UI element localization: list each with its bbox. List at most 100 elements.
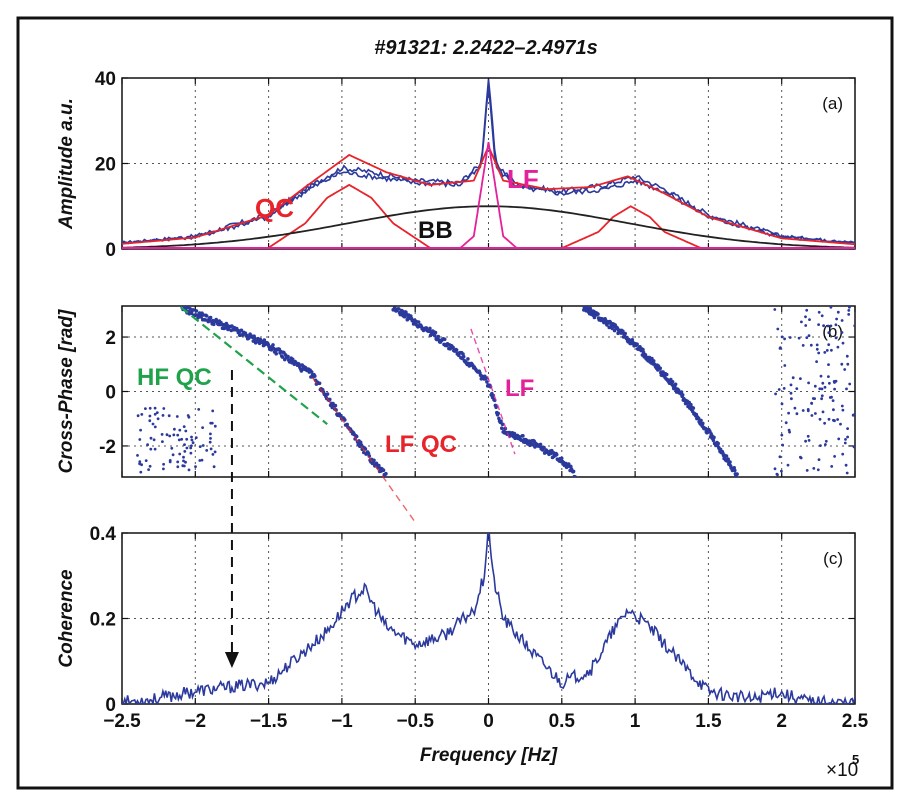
- phase-point: [148, 414, 152, 418]
- phase-point: [173, 427, 176, 431]
- x-tick-label: −1.5: [250, 711, 288, 732]
- phase-point: [799, 455, 802, 459]
- x-tick-label: 0: [483, 711, 494, 732]
- phase-point: [807, 381, 810, 385]
- annotation-arrow-head: [224, 652, 239, 668]
- phase-point: [178, 452, 182, 456]
- phase-point: [262, 338, 267, 342]
- phase-point: [149, 436, 153, 440]
- phase-point: [818, 387, 822, 391]
- phase-point: [813, 384, 817, 388]
- phase-point: [820, 387, 824, 391]
- phase-point: [833, 387, 836, 391]
- phase-point: [673, 382, 678, 387]
- phase-point: [152, 438, 156, 442]
- phase-point: [805, 308, 809, 312]
- phase-point: [845, 387, 848, 391]
- phase-point: [500, 422, 505, 427]
- phase-point: [809, 343, 813, 347]
- phase-point: [701, 421, 705, 426]
- x-axis-label: Frequency [Hz]: [420, 745, 558, 766]
- phase-point: [670, 380, 675, 384]
- x-tick-label: 2.5: [842, 711, 869, 732]
- phase-point: [190, 438, 194, 442]
- phase-point: [182, 455, 185, 459]
- phase-point: [840, 319, 844, 322]
- phase-point: [345, 422, 350, 427]
- phase-point: [777, 388, 781, 391]
- phase-point: [844, 438, 847, 441]
- phase-point: [845, 354, 849, 358]
- phase-point: [428, 326, 432, 331]
- phase-point: [797, 336, 801, 340]
- phase-point: [818, 417, 822, 421]
- phase-point: [211, 453, 215, 456]
- phase-point: [651, 359, 656, 363]
- series-line: [458, 141, 519, 249]
- annotation-bb: BB: [418, 217, 453, 244]
- phase-point: [841, 452, 845, 456]
- phase-point: [148, 419, 152, 423]
- phase-point: [846, 435, 849, 439]
- phase-point: [136, 454, 139, 457]
- panel-a-plot: [122, 79, 855, 249]
- phase-point: [596, 312, 600, 316]
- phase-point: [144, 407, 147, 410]
- phase-point: [397, 307, 401, 311]
- y-axis-label-a: Amplitude a.u.: [56, 98, 77, 230]
- phase-point: [485, 380, 489, 384]
- phase-point: [843, 368, 847, 371]
- phase-point: [208, 315, 213, 320]
- phase-point: [213, 424, 217, 428]
- phase-point: [691, 406, 696, 410]
- phase-point: [153, 412, 157, 416]
- phase-point: [830, 395, 833, 399]
- phase-point: [381, 468, 386, 473]
- phase-point: [185, 437, 189, 441]
- panel-c-plot: [122, 533, 855, 704]
- phase-point: [559, 456, 564, 461]
- phase-point: [612, 328, 617, 333]
- phase-point: [384, 471, 388, 476]
- y-axis-label-c: Coherence: [56, 569, 77, 668]
- phase-point: [829, 306, 833, 309]
- phase-point: [148, 406, 152, 410]
- phase-point: [181, 464, 185, 468]
- panel-frame-b: [121, 305, 856, 478]
- y-tick-label: 0: [105, 695, 116, 716]
- phase-point: [804, 315, 807, 319]
- phase-point: [793, 406, 797, 410]
- phase-point: [170, 446, 174, 450]
- x-tick-label: −2.5: [103, 711, 141, 732]
- phase-point: [183, 443, 186, 446]
- phase-point: [542, 445, 546, 450]
- phase-point: [178, 428, 182, 432]
- y-tick-label: 0: [105, 240, 116, 261]
- phase-point: [213, 450, 217, 454]
- phase-point: [801, 344, 805, 347]
- phase-point: [820, 394, 824, 398]
- phase-point: [575, 476, 578, 477]
- phase-point: [160, 433, 164, 436]
- phase-point: [209, 447, 213, 451]
- phase-point: [848, 306, 851, 309]
- phase-point: [827, 417, 831, 421]
- phase-point: [187, 415, 191, 419]
- phase-point: [588, 306, 593, 311]
- y-tick-label: 2: [105, 328, 116, 349]
- phase-point: [804, 324, 808, 327]
- phase-point: [836, 310, 840, 314]
- phase-point: [623, 331, 627, 336]
- phase-point: [795, 387, 799, 390]
- x-tick-label: −2: [184, 711, 206, 732]
- lfqc-fit-line: [312, 377, 416, 523]
- phase-point: [823, 421, 826, 425]
- phase-point: [814, 412, 817, 415]
- phase-point: [778, 347, 782, 350]
- phase-point: [807, 439, 811, 442]
- phase-point: [641, 347, 645, 352]
- phase-point: [825, 349, 829, 352]
- phase-point: [780, 433, 784, 437]
- phase-point: [805, 469, 809, 472]
